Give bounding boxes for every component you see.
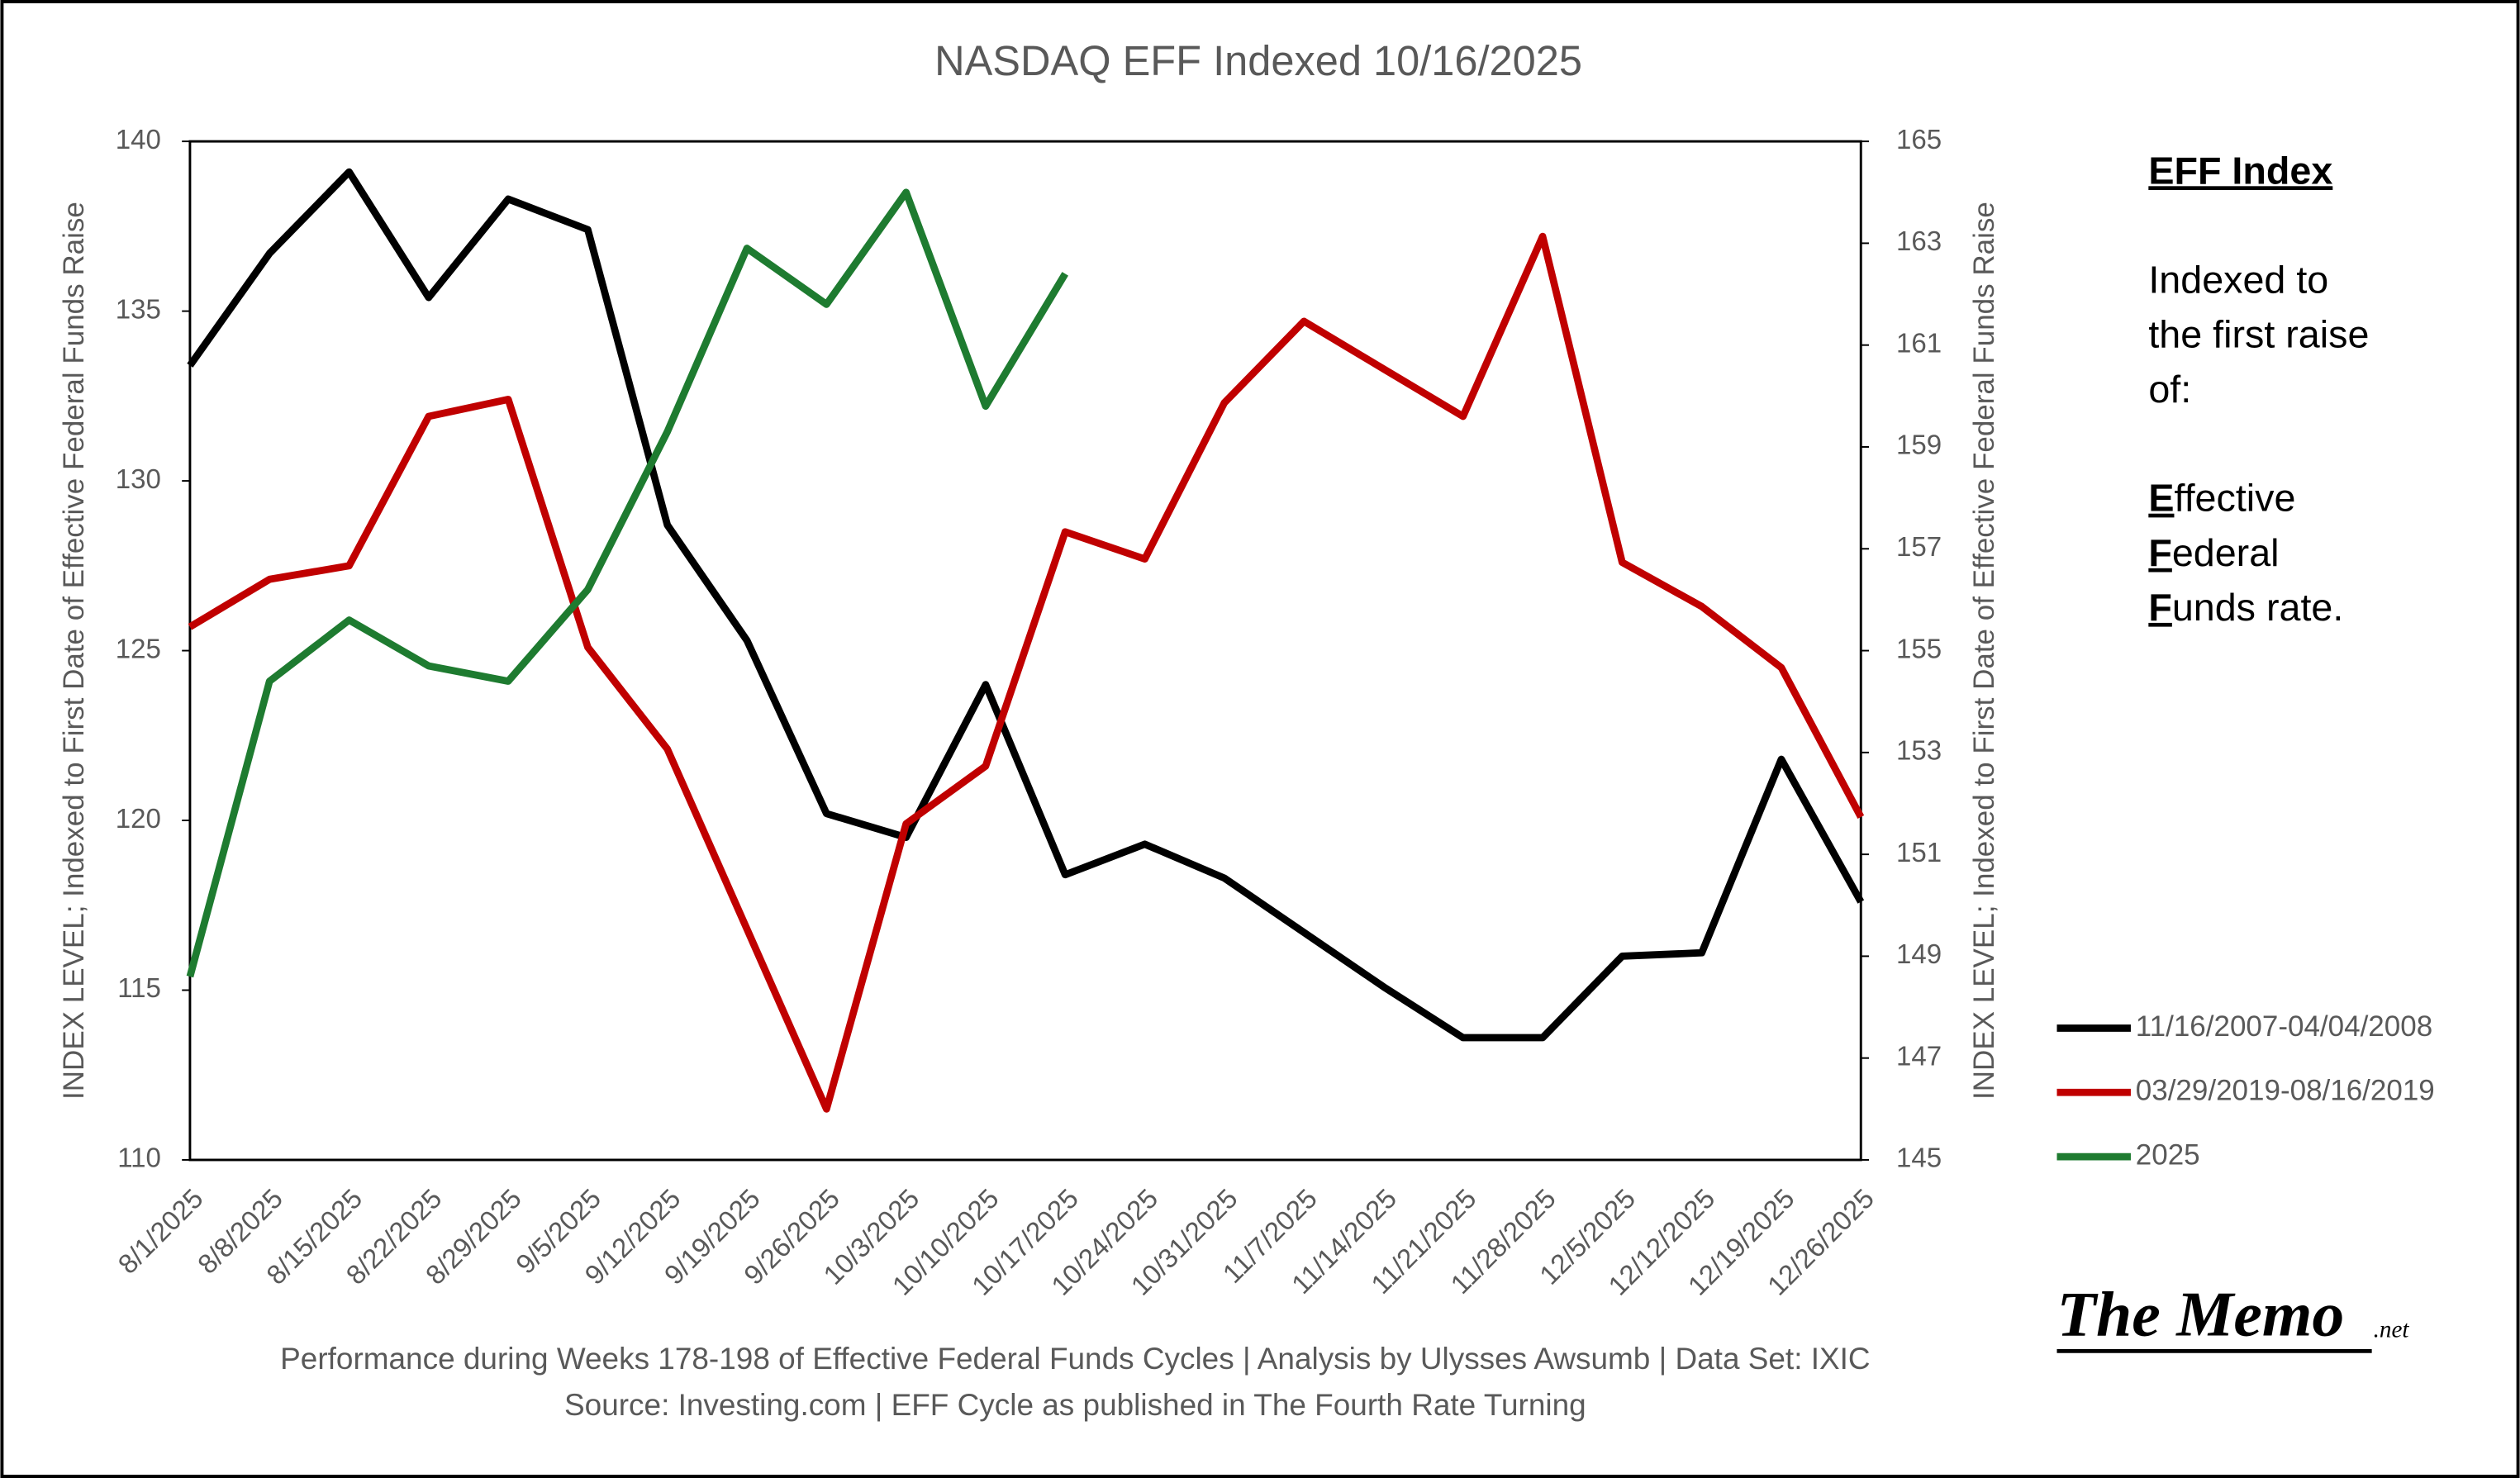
y-tick-label: 120 bbox=[116, 804, 161, 834]
y-tick-label: 140 bbox=[116, 125, 161, 155]
y2-tick-label: 161 bbox=[1896, 328, 1942, 359]
y-tick-label: 110 bbox=[117, 1143, 161, 1174]
y-tick-label: 130 bbox=[116, 464, 161, 495]
y-tick-label: 135 bbox=[116, 294, 161, 325]
legend-label: 11/16/2007-04/04/2008 bbox=[2136, 1010, 2432, 1043]
sidebar-text: of: bbox=[2148, 368, 2191, 411]
legend-label: 03/29/2019-08/16/2019 bbox=[2136, 1075, 2435, 1107]
logo: The Memo bbox=[2057, 1278, 2345, 1349]
y2-axis-label: INDEX LEVEL; Indexed to First Date of Ef… bbox=[1968, 202, 2000, 1100]
series-line bbox=[186, 188, 1068, 978]
y2-tick-label: 151 bbox=[1896, 838, 1942, 868]
logo-suffix: .net bbox=[2374, 1317, 2410, 1343]
sidebar-term: Funds rate. bbox=[2148, 586, 2343, 629]
sidebar-text: the first raise bbox=[2148, 313, 2369, 356]
legend-label: 2025 bbox=[2136, 1138, 2200, 1171]
y2-tick-label: 163 bbox=[1896, 226, 1942, 257]
series-line bbox=[188, 232, 1865, 1113]
y2-tick-label: 145 bbox=[1896, 1143, 1942, 1174]
y-tick-label: 115 bbox=[117, 973, 161, 1004]
footer-line: Performance during Weeks 178-198 of Effe… bbox=[280, 1342, 1870, 1376]
footer-line: Source: Investing.com | EFF Cycle as pub… bbox=[564, 1388, 1586, 1422]
chart-title: NASDAQ EFF Indexed 10/16/2025 bbox=[934, 37, 1582, 84]
y2-tick-label: 159 bbox=[1896, 430, 1942, 461]
y2-tick-label: 149 bbox=[1896, 939, 1942, 970]
y-axis-label: INDEX LEVEL; Indexed to First Date of Ef… bbox=[58, 202, 90, 1100]
y-tick-label: 125 bbox=[116, 634, 161, 664]
sidebar-text: Indexed to bbox=[2148, 259, 2328, 302]
y2-tick-label: 165 bbox=[1896, 125, 1942, 155]
y2-tick-label: 153 bbox=[1896, 736, 1942, 767]
y2-tick-label: 157 bbox=[1896, 532, 1942, 563]
series-line bbox=[187, 168, 1865, 1042]
sidebar-term: Effective bbox=[2148, 477, 2295, 520]
sidebar-heading: EFF Index bbox=[2148, 149, 2332, 192]
y2-tick-label: 147 bbox=[1896, 1041, 1942, 1072]
y2-tick-label: 155 bbox=[1896, 634, 1942, 664]
sidebar-term: Federal bbox=[2148, 531, 2279, 574]
